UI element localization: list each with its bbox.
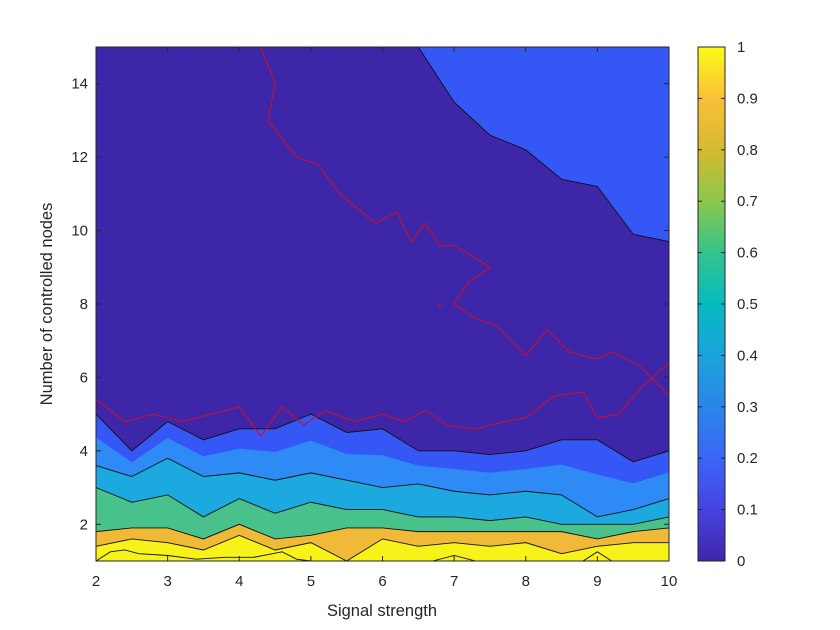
contour-line-level-0.8 bbox=[96, 534, 669, 561]
colorbar-tick-label: 0.2 bbox=[737, 450, 758, 467]
colorbar-tick-label: 0.4 bbox=[737, 347, 758, 364]
contour-line-level-0.9 bbox=[96, 549, 641, 561]
band-0.2-0.3 bbox=[96, 437, 669, 517]
y-tick-label: 8 bbox=[80, 296, 88, 313]
contour-line-level-0.6 bbox=[96, 523, 669, 540]
band-0.1-0.2-upper bbox=[96, 47, 669, 242]
y-tick-label: 14 bbox=[71, 76, 88, 93]
contour-line-level-0.3 bbox=[96, 487, 669, 525]
red-contour-upper bbox=[260, 47, 669, 397]
x-axis-label: Signal strength bbox=[327, 602, 437, 620]
contour-line-level-0.2 bbox=[96, 457, 669, 518]
red-contour-lower bbox=[96, 362, 669, 438]
colorbar-tick-label: 0.8 bbox=[737, 142, 758, 159]
y-tick-label: 4 bbox=[80, 443, 88, 460]
colorbar bbox=[697, 46, 726, 562]
y-axis: 2 4 6 8 10 12 14 bbox=[71, 76, 669, 533]
colorbar-tick-label: 0.1 bbox=[737, 502, 758, 519]
y-tick-label: 6 bbox=[80, 369, 88, 386]
colorbar-tick-label: 0.7 bbox=[737, 193, 758, 210]
y-tick-label: 10 bbox=[71, 223, 88, 240]
x-tick-label: 9 bbox=[593, 573, 601, 590]
x-tick-label: 5 bbox=[307, 573, 315, 590]
band-below-level-0.8 bbox=[96, 535, 669, 561]
y-tick-label: 2 bbox=[80, 516, 88, 533]
colorbar-tick-label: 0.9 bbox=[737, 90, 758, 107]
x-tick-label: 8 bbox=[522, 573, 530, 590]
contour-lines: + bbox=[96, 47, 669, 561]
colorbar-ticks: 0 0.1 0.2 0.3 0.4 0.5 0.6 0.7 0.8 0.9 1 bbox=[698, 39, 758, 570]
y-axis-label: Number of controlled nodes bbox=[38, 203, 56, 406]
red-contour-marker: + bbox=[437, 299, 443, 311]
colorbar-tick-label: 0.3 bbox=[737, 399, 758, 416]
colorbar-tick-label: 1 bbox=[737, 39, 745, 56]
x-tick-label: 10 bbox=[661, 573, 678, 590]
contour-line-level-0.1-lower bbox=[96, 413, 669, 463]
x-tick-label: 7 bbox=[450, 573, 458, 590]
x-tick-label: 3 bbox=[163, 573, 171, 590]
colorbar-tick-label: 0.6 bbox=[737, 245, 758, 262]
x-tick-label: 4 bbox=[235, 573, 243, 590]
y-tick-label: 12 bbox=[71, 149, 88, 166]
colorbar-tick-label: 0 bbox=[737, 553, 745, 570]
x-tick-label: 6 bbox=[378, 573, 386, 590]
x-tick-label: 2 bbox=[92, 573, 100, 590]
plot-area bbox=[96, 47, 669, 561]
colorbar-tick-label: 0.5 bbox=[737, 296, 758, 313]
x-axis: 2 3 4 5 6 7 8 9 10 bbox=[92, 47, 678, 590]
contour-line-level-0.1-upper bbox=[96, 47, 669, 243]
